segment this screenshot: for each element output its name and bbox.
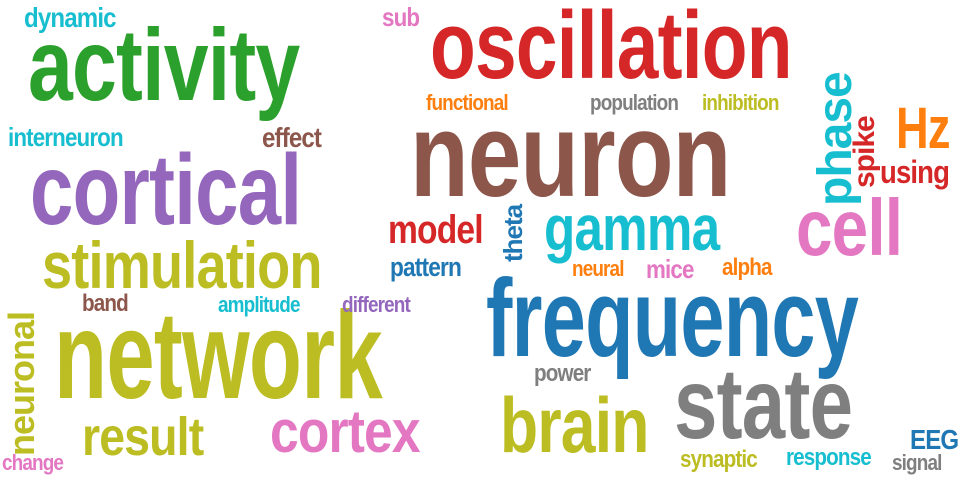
word-neural: neural xyxy=(572,256,624,281)
word-neuronal: neuronal xyxy=(1,311,42,456)
word-effect: effect xyxy=(262,122,322,153)
word-synaptic: synaptic xyxy=(680,446,758,473)
word-cortex: cortex xyxy=(270,398,421,465)
word-brain: brain xyxy=(500,381,649,469)
word-mice: mice xyxy=(646,254,694,284)
word-change: change xyxy=(2,450,64,475)
word-signal: signal xyxy=(892,450,942,475)
word-gamma: gamma xyxy=(544,192,720,264)
word-spike: spike xyxy=(848,116,881,188)
word-eeg: EEG xyxy=(910,424,959,455)
word-theta: theta xyxy=(498,204,528,262)
word-inhibition: inhibition xyxy=(702,90,779,115)
word-pattern: pattern xyxy=(390,252,462,282)
word-band: band xyxy=(82,290,129,317)
word-frequency: frequency xyxy=(486,257,859,380)
word-different: different xyxy=(342,292,411,317)
word-amplitude: amplitude xyxy=(218,292,300,317)
word-network: network xyxy=(54,287,383,425)
word-power: power xyxy=(534,360,591,387)
word-functional: functional xyxy=(426,90,509,115)
word-hz: Hz xyxy=(896,96,951,161)
word-cortical: cortical xyxy=(30,134,302,246)
word-activity: activity xyxy=(28,8,300,122)
word-state: state xyxy=(674,348,853,460)
word-interneuron: interneuron xyxy=(8,122,124,152)
word-response: response xyxy=(786,444,872,471)
word-model: model xyxy=(388,208,484,252)
word-result: result xyxy=(82,407,204,467)
word-cell: cell xyxy=(796,183,903,272)
word-sub: sub xyxy=(382,2,420,32)
word-alpha: alpha xyxy=(722,254,772,281)
word-oscillation: oscillation xyxy=(430,0,793,99)
word-population: population xyxy=(590,90,679,115)
word-using: using xyxy=(880,154,950,190)
word-neuron: neuron xyxy=(410,88,731,222)
word-stimulation: stimulation xyxy=(42,228,322,302)
word-dynamic: dynamic xyxy=(24,2,117,33)
